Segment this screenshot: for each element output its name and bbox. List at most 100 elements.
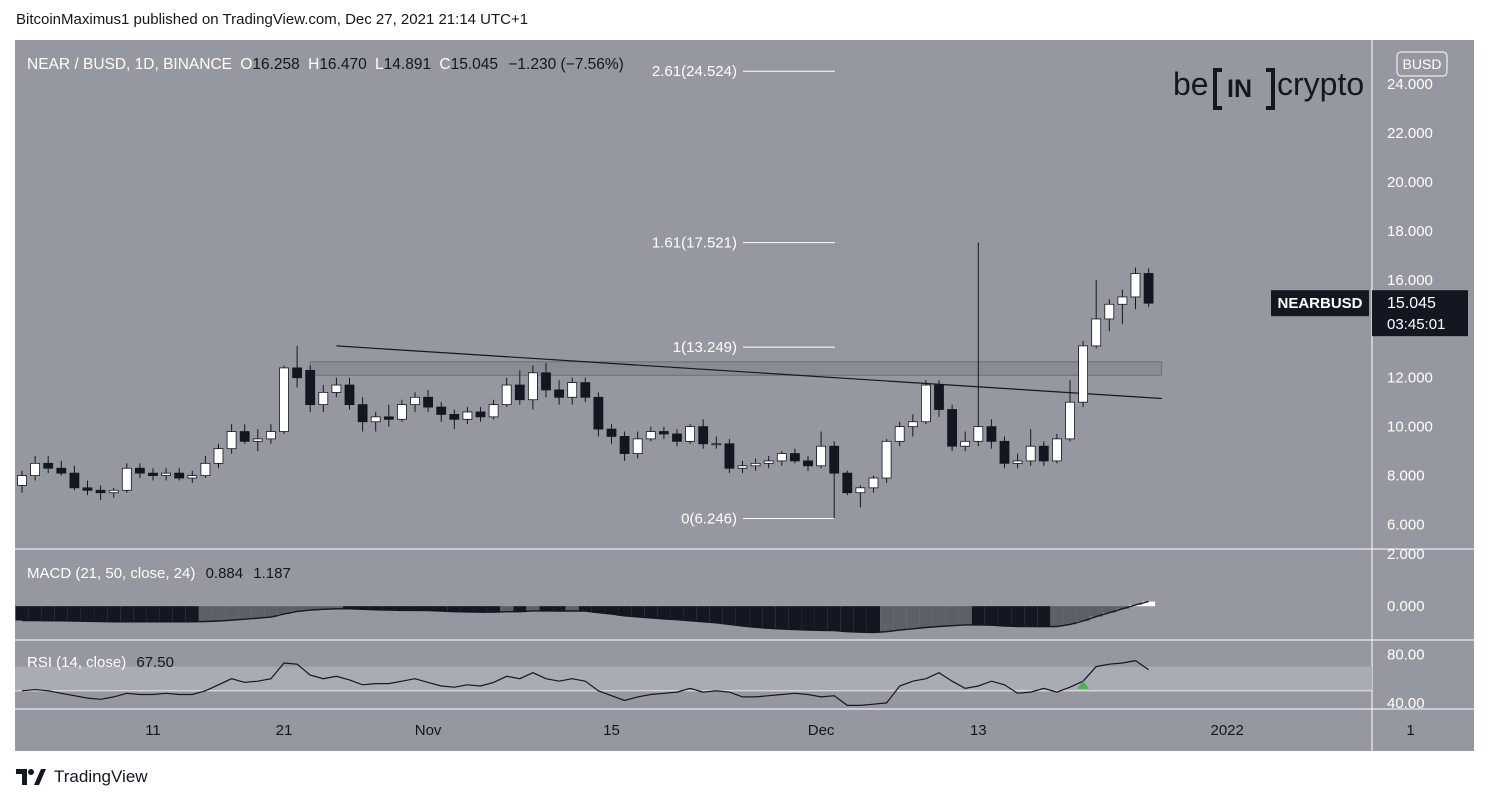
candle-up — [1091, 318, 1102, 347]
candle-down — [69, 472, 80, 489]
candle-down — [82, 487, 93, 491]
macd-histogram-bar — [605, 606, 618, 614]
macd-histogram-bar — [421, 606, 435, 611]
price-tick-label: 12.000 — [1387, 370, 1433, 387]
macd-histogram-bar — [1011, 606, 1025, 627]
candle-down — [1038, 445, 1049, 462]
candle-up — [750, 462, 761, 467]
macd-tick-label: 2.000 — [1387, 546, 1425, 563]
candle-up — [645, 431, 656, 440]
candle-down — [239, 431, 250, 442]
candle-down — [672, 433, 682, 442]
candle-down — [790, 453, 800, 462]
candle-down — [829, 445, 840, 474]
last-price-label: NEARBUSD 15.045 03:45:01 — [1271, 290, 1468, 337]
candle-up — [187, 475, 198, 479]
candle-up — [1104, 303, 1115, 320]
macd-histogram-bar — [840, 606, 854, 632]
candle-down — [803, 460, 813, 467]
macd-histogram-bar — [159, 606, 173, 622]
candle-down — [383, 416, 394, 420]
macd-histogram-bar — [1089, 606, 1103, 617]
candle-down — [148, 472, 158, 476]
macd-histogram-bar — [251, 606, 265, 619]
candle-down — [449, 414, 460, 420]
macd-histogram-bar — [225, 606, 239, 621]
beincrypto-logo: be IN crypto — [1173, 66, 1364, 110]
candle-up — [1065, 401, 1075, 440]
macd-histogram-bar — [500, 606, 514, 612]
candle-down — [344, 384, 355, 406]
macd-histogram-bar — [1076, 606, 1090, 622]
candle-up — [226, 431, 237, 450]
time-tick-label: Nov — [415, 722, 442, 739]
macd-label: MACD (21, 50, close, 24) — [27, 565, 195, 582]
candle-down — [357, 404, 368, 423]
last-price-box — [1372, 290, 1468, 337]
candle-up — [737, 465, 748, 469]
candle-up — [1130, 273, 1141, 298]
resistance-zone — [309, 361, 1163, 376]
rsi-legend: RSI (14, close) 67.50 — [27, 654, 174, 671]
candle-down — [541, 372, 551, 391]
macd-histogram-bar — [1063, 606, 1077, 625]
candle-down — [554, 389, 564, 398]
candle-up — [318, 391, 329, 406]
fib-level-label: 0(6.246) — [681, 511, 737, 528]
macd-tick-label: 0.000 — [1387, 598, 1425, 615]
macd-histogram-bar — [172, 606, 186, 622]
candle-up — [265, 431, 276, 440]
footer: TradingView — [16, 767, 148, 787]
macd-histogram-bar — [329, 606, 343, 609]
candle-up — [528, 372, 538, 401]
chart-panel[interactable]: 2.61(24.524) 1.61(17.521) 1(13.249) 0(6.246… — [15, 40, 1474, 751]
macd-histogram-bar — [932, 606, 946, 627]
macd-histogram-bar — [369, 606, 383, 610]
candle-down — [986, 426, 997, 442]
macd-histogram-bar — [395, 606, 409, 611]
macd-histogram-bar — [54, 606, 68, 621]
candle-up — [763, 460, 774, 464]
macd-histogram-bar — [434, 606, 448, 612]
candle-down — [619, 436, 630, 454]
macd-histogram-bar — [133, 606, 147, 622]
candle-down — [659, 431, 669, 435]
macd-histogram-bar — [971, 606, 985, 625]
time-tick-label: 1 — [1406, 722, 1414, 739]
candle-down — [842, 472, 853, 494]
candle-up — [1052, 438, 1062, 462]
candle-up — [108, 489, 119, 494]
macd-histogram-bar — [998, 606, 1011, 626]
macd-histogram-bar — [290, 606, 304, 612]
chart-svg[interactable]: 2.61(24.524) 1.61(17.521) 1(13.249) 0(6.246… — [15, 40, 1474, 751]
macd-histogram-bar — [343, 606, 356, 609]
candle-up — [370, 416, 381, 423]
change-value: −1.230 (−7.56%) — [508, 56, 623, 73]
macd-histogram-bar — [827, 606, 841, 631]
candle-up — [907, 421, 918, 428]
candle-up — [396, 404, 407, 420]
rsi-value: 67.50 — [136, 654, 174, 671]
macd-histogram-bar — [28, 606, 42, 621]
candle-up — [410, 396, 420, 406]
candle-up — [331, 384, 342, 393]
candle-up — [200, 462, 211, 476]
macd-histogram-bar — [212, 606, 225, 622]
candle-up — [17, 475, 27, 486]
candle-up — [1025, 445, 1036, 462]
macd-histogram-bar — [945, 606, 959, 626]
macd-histogram-bar — [984, 606, 998, 626]
macd-histogram-bar — [15, 606, 29, 621]
currency-badge[interactable] — [1396, 51, 1448, 77]
macd-histogram-bar — [552, 606, 566, 612]
last-price-countdown: 03:45:01 — [1387, 316, 1445, 333]
candle-up — [776, 453, 787, 462]
candle-down — [934, 384, 944, 410]
fib-level-label: 1(13.249) — [673, 339, 737, 356]
macd-histogram-bar — [382, 606, 396, 611]
macd-histogram-bar — [578, 606, 592, 612]
high-label: H — [308, 56, 319, 73]
candle-up — [1078, 345, 1088, 403]
candle-down — [475, 411, 486, 418]
candle-up — [973, 426, 984, 442]
